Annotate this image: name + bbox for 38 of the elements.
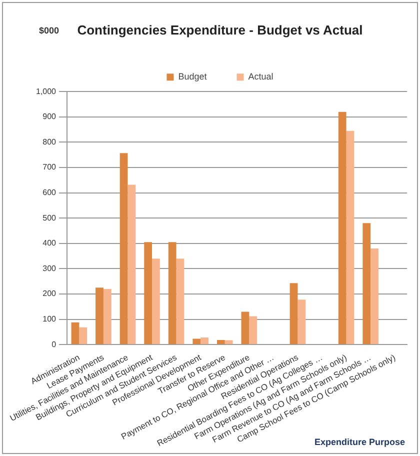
bar [338, 112, 346, 344]
y-tick-label: 500 [42, 213, 57, 222]
bar [362, 223, 371, 344]
bar [346, 130, 354, 344]
bar [120, 153, 128, 344]
bar [370, 248, 378, 344]
y-tick-label: 400 [42, 238, 57, 248]
bar [96, 288, 104, 344]
y-tick-label: 800 [42, 137, 57, 146]
bar [192, 338, 201, 344]
y-tick-label: 0 [52, 340, 57, 349]
bar [216, 340, 225, 344]
bar [224, 340, 233, 344]
y-tick-label: 1,000 [36, 86, 57, 96]
y-tick-label: 900 [42, 112, 57, 122]
bar [144, 242, 152, 344]
bar [103, 288, 112, 344]
x-axis-title: Expenditure Purpose [314, 436, 405, 447]
bar [298, 300, 306, 344]
text: $000 [38, 25, 60, 36]
y-tick-label: 200 [42, 289, 57, 298]
bar [249, 316, 258, 344]
bar [241, 312, 250, 344]
legend-label: Actual [248, 72, 274, 82]
y-tick-label: 300 [42, 264, 57, 273]
bar [128, 184, 136, 344]
bar [200, 338, 208, 344]
bar [152, 258, 160, 344]
chart-title: Contingencies Expenditure - Budget vs Actual [77, 22, 363, 38]
y-tick-label: 600 [42, 188, 57, 198]
bar [168, 242, 176, 344]
y-tick-label: 700 [42, 162, 57, 172]
legend-label: Budget [178, 72, 208, 82]
bar [71, 322, 80, 344]
y-tick-label: 100 [42, 314, 57, 324]
bar [176, 258, 184, 344]
bar [290, 283, 298, 344]
bar [79, 327, 88, 344]
